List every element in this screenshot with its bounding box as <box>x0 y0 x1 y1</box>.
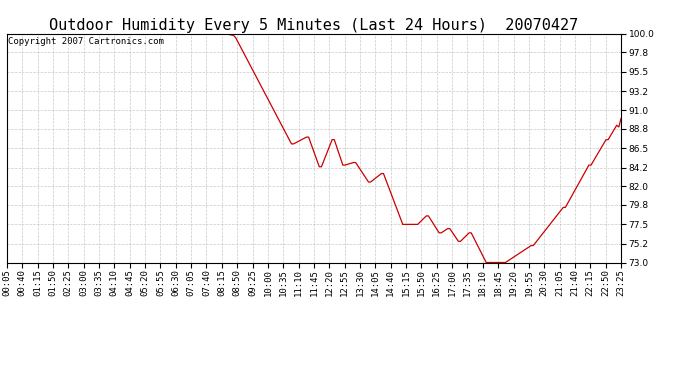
Title: Outdoor Humidity Every 5 Minutes (Last 24 Hours)  20070427: Outdoor Humidity Every 5 Minutes (Last 2… <box>49 18 579 33</box>
Text: Copyright 2007 Cartronics.com: Copyright 2007 Cartronics.com <box>8 37 164 46</box>
